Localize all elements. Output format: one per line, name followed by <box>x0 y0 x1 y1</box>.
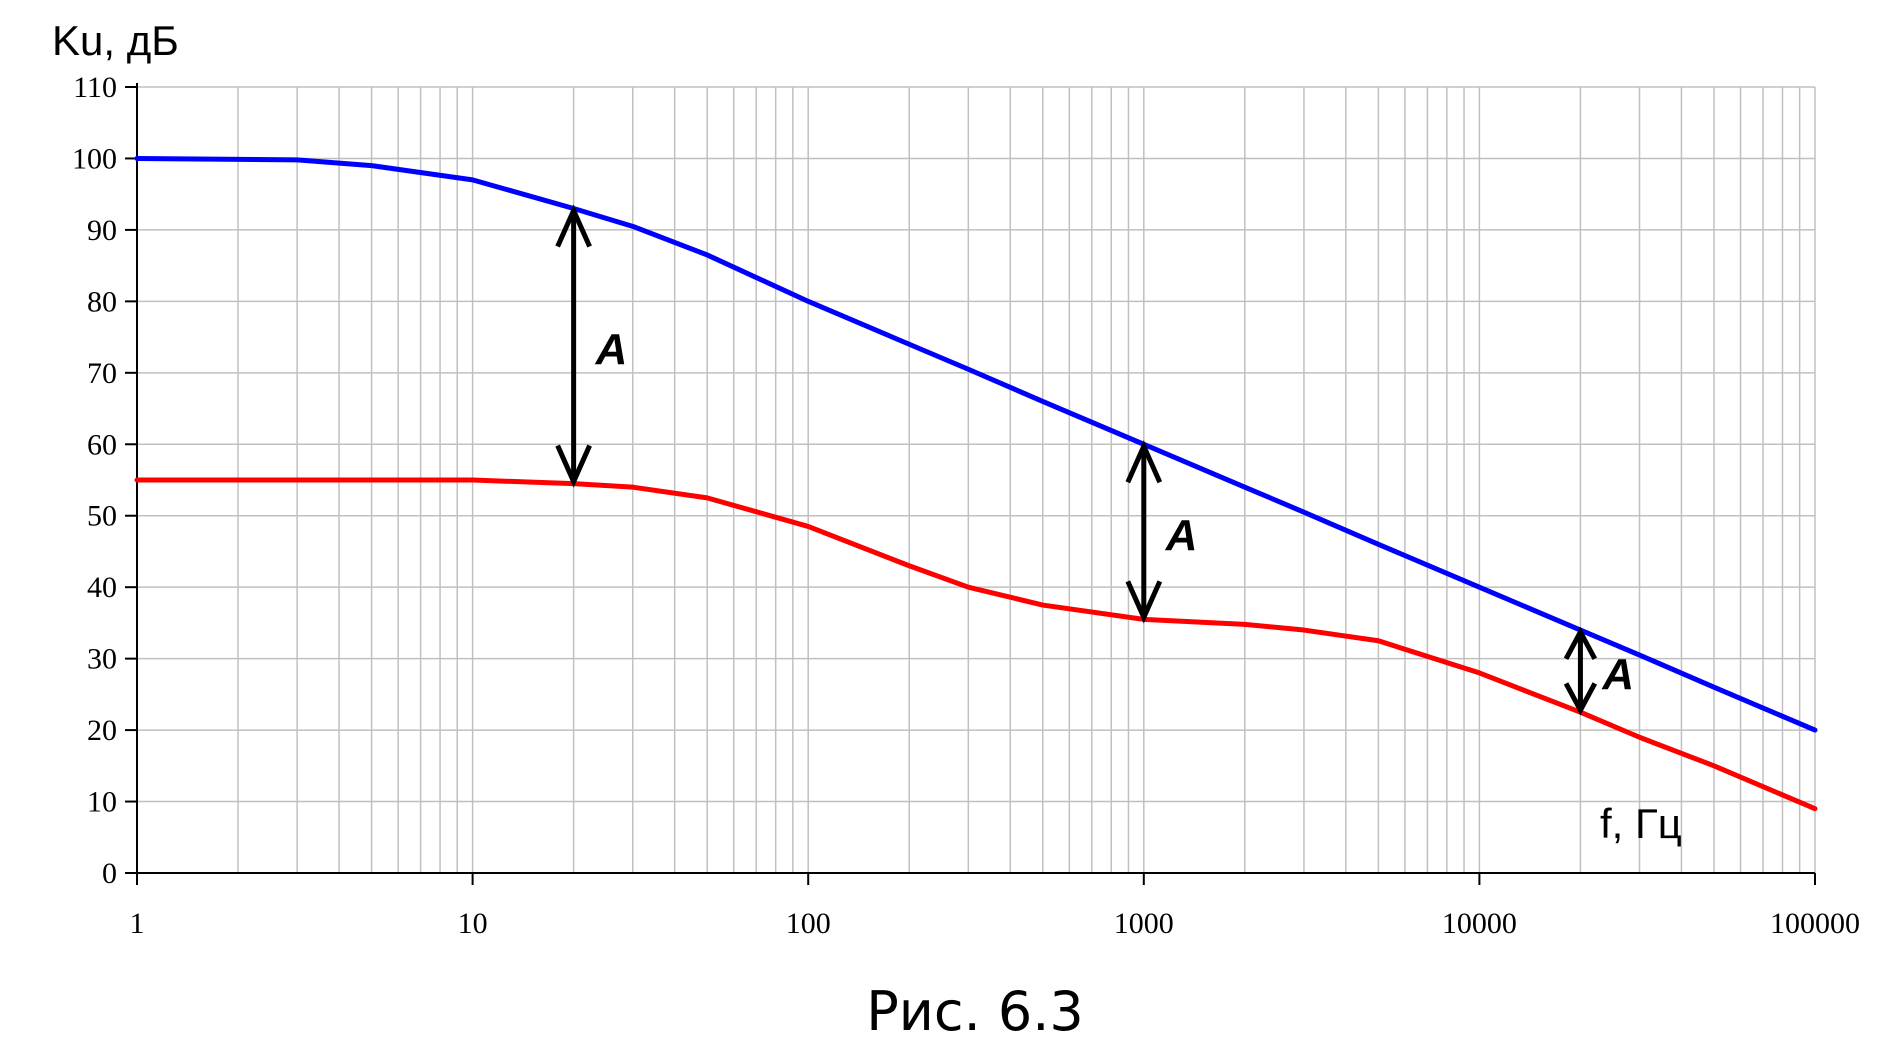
x-tick-label: 100 <box>786 907 831 940</box>
y-tick-label: 110 <box>73 71 117 104</box>
arrow-head-up <box>555 204 592 248</box>
y-tick-label: 20 <box>87 714 117 747</box>
arrow-head-down <box>1563 682 1598 716</box>
y-tick-label: 80 <box>87 285 117 318</box>
series <box>134 155 1818 812</box>
y-tick-label: 10 <box>87 786 117 819</box>
y-axis-label: Ku, дБ <box>52 17 179 64</box>
x-tick-label: 1000 <box>1114 907 1174 940</box>
x-tick-label: 1 <box>130 907 145 940</box>
arrow-head-up <box>1125 440 1163 484</box>
y-tick-label: 70 <box>87 357 117 390</box>
y-tick-label: 90 <box>87 214 117 247</box>
y-tick-label: 40 <box>87 571 117 604</box>
arrow-head-down <box>1125 580 1163 624</box>
axes <box>125 83 1816 885</box>
y-tick-label: 60 <box>87 428 117 461</box>
x-tick-label: 10 <box>458 907 488 940</box>
x-tick-label: 100000 <box>1770 907 1860 940</box>
annotations: A A A <box>555 204 1634 716</box>
series-line-1 <box>134 155 1818 733</box>
annotation-label: A <box>1165 511 1198 560</box>
y-tick-label: 50 <box>87 500 117 533</box>
y-tick-label: 100 <box>72 142 117 175</box>
annotation-arrow-2: A <box>1125 440 1198 624</box>
x-tick-label: 10000 <box>1442 907 1517 940</box>
annotation-arrow-1: A <box>555 204 628 488</box>
y-tick-label: 30 <box>87 643 117 676</box>
arrow-head-up <box>1563 626 1598 660</box>
arrow-head-down <box>555 444 592 488</box>
annotation-label: A <box>1601 650 1634 699</box>
annotation-arrow-3: A <box>1563 626 1634 716</box>
y-tick-label: 0 <box>102 857 117 890</box>
x-axis-label: f, Гц <box>1600 800 1682 847</box>
annotation-label: A <box>595 325 628 374</box>
figure-caption: Рис. 6.3 <box>866 980 1084 1043</box>
series-line-2 <box>134 477 1818 812</box>
